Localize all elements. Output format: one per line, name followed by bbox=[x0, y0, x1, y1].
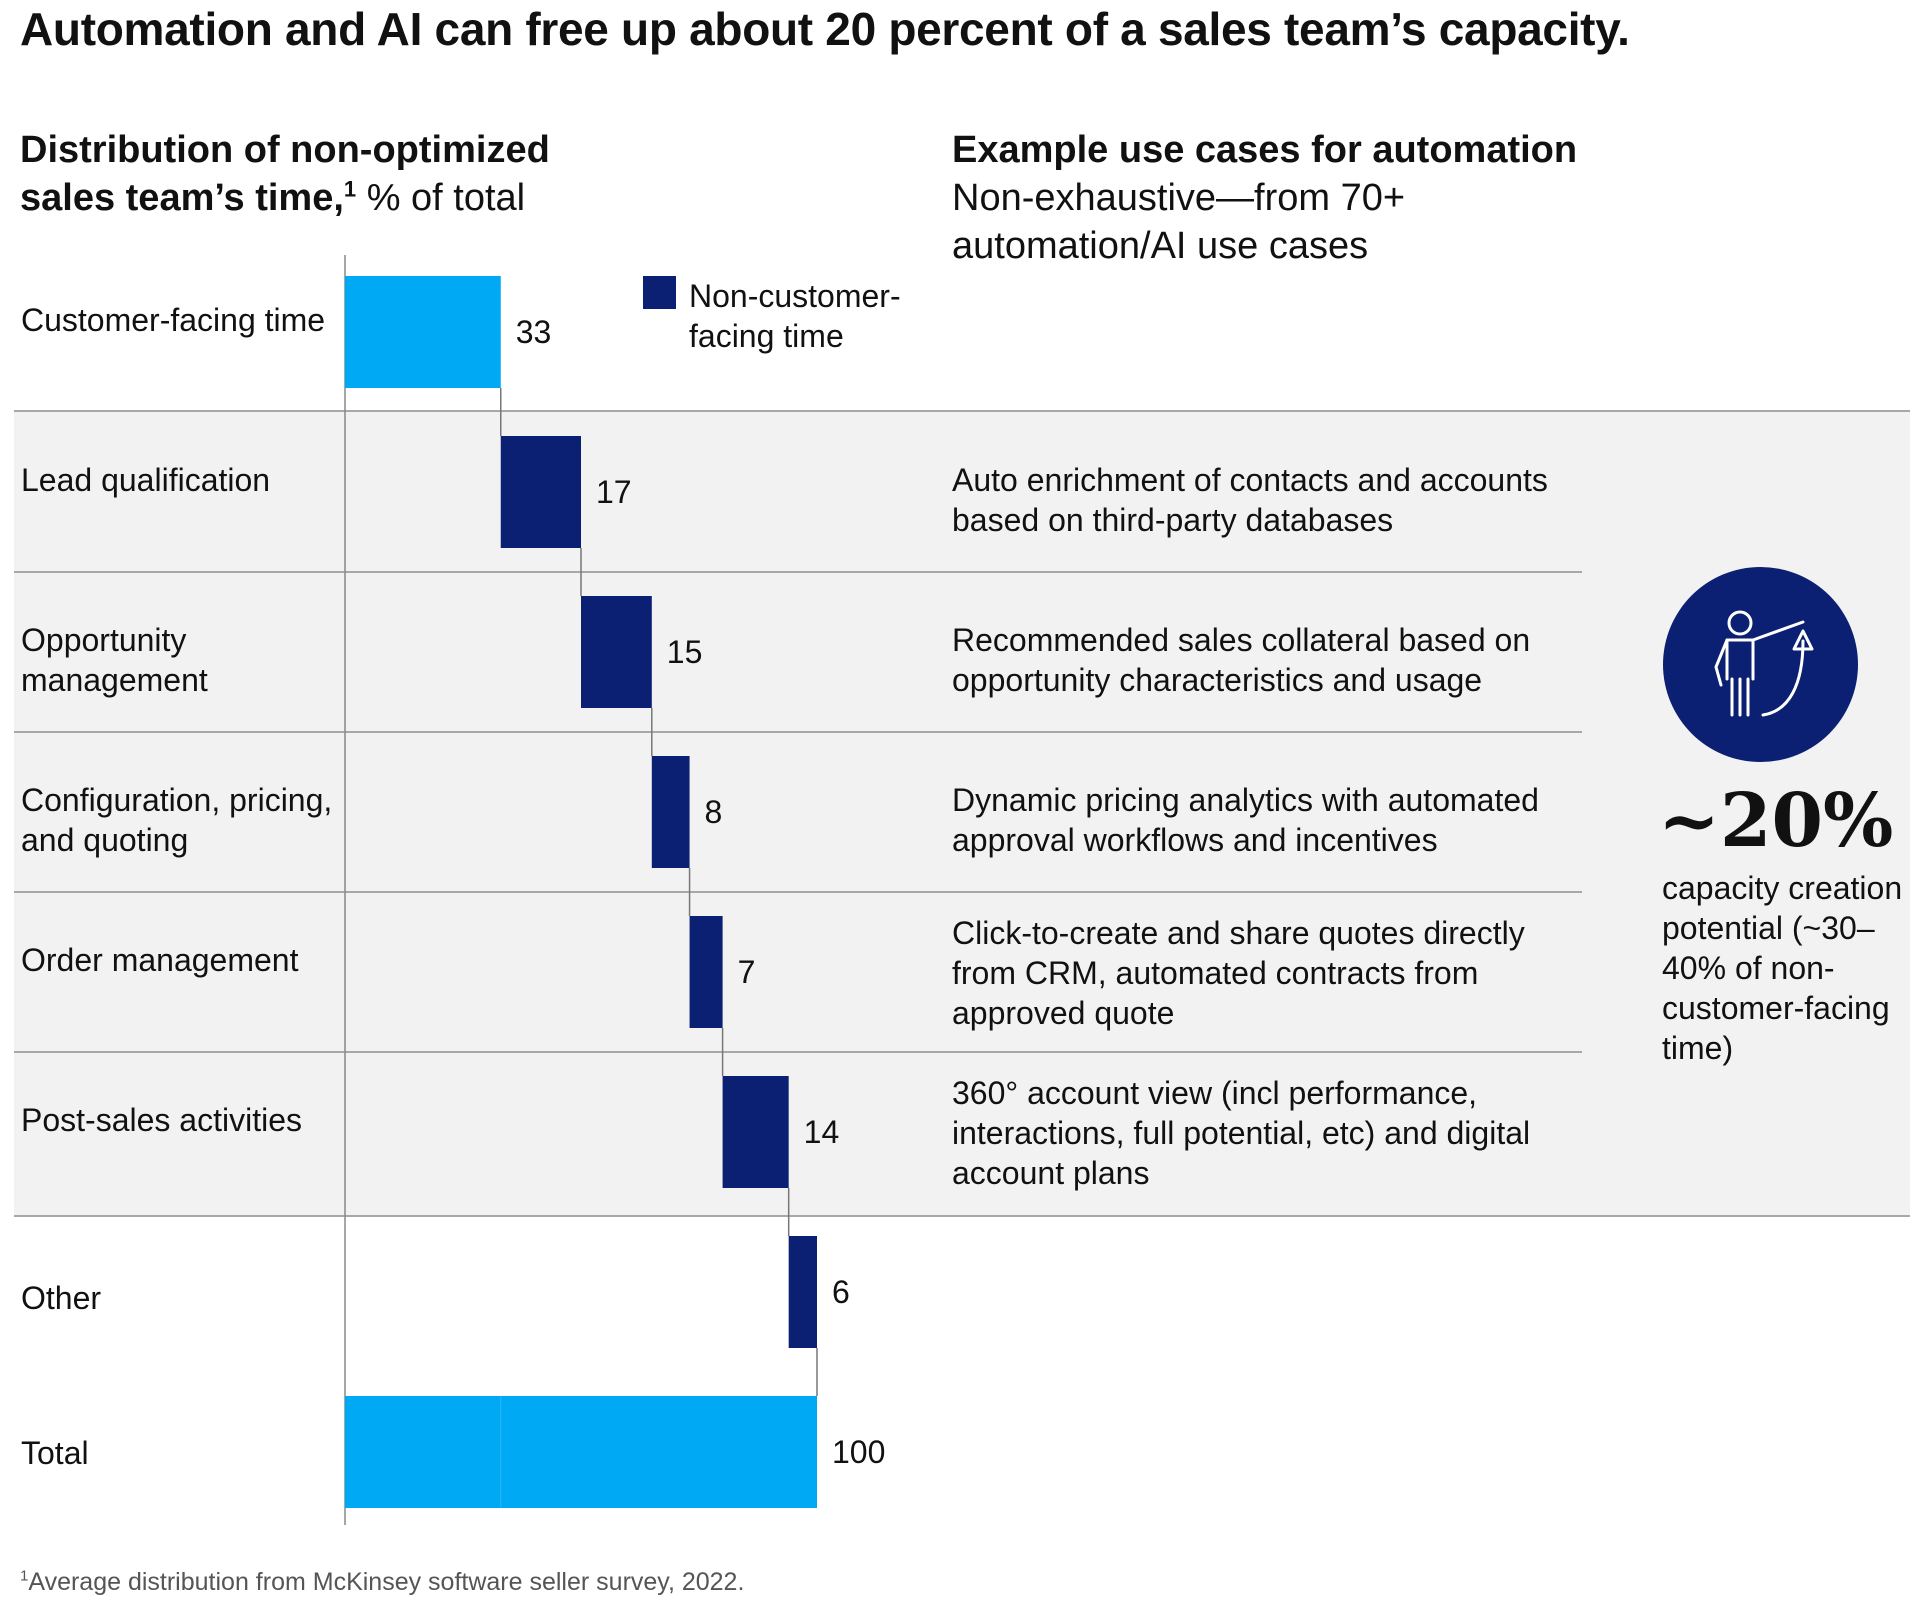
row-divider bbox=[14, 1051, 1582, 1053]
chart-title: Automation and AI can free up about 20 p… bbox=[20, 3, 1630, 55]
legend-swatch bbox=[643, 276, 676, 309]
use-case-text: Auto enrichment of contacts and accounts… bbox=[952, 462, 1548, 538]
use-case-text: Click-to-create and share quotes directl… bbox=[952, 915, 1525, 1031]
use-case-text: Recommended sales collateral based on op… bbox=[952, 622, 1531, 698]
row-label: Configuration, pricing, and quoting bbox=[21, 782, 333, 858]
row-divider bbox=[14, 891, 1582, 893]
bar-7 bbox=[788, 1236, 817, 1348]
left-header-unit: % of total bbox=[356, 177, 526, 219]
right-section-header: Example use cases for automation Non-exh… bbox=[952, 126, 1652, 270]
use-case-text: Dynamic pricing analytics with automated… bbox=[952, 782, 1539, 858]
stat-badge bbox=[1663, 567, 1858, 762]
bar-6 bbox=[722, 1076, 789, 1188]
footnote-mark: 1 bbox=[20, 1567, 29, 1585]
stat-value: ~20% bbox=[1658, 778, 1894, 864]
bar-2 bbox=[500, 436, 581, 548]
footnote: 1Average distribution from McKinsey soft… bbox=[20, 1568, 744, 1597]
value-label: 100 bbox=[832, 1434, 885, 1470]
stat-description: capacity creation potential (~30–40% of … bbox=[1662, 870, 1903, 1066]
bar-5 bbox=[689, 916, 723, 1028]
left-header-line1: Distribution of non-optimized bbox=[20, 129, 550, 171]
value-label: 6 bbox=[832, 1274, 850, 1310]
right-header-subtitle: Non-exhaustive—from 70+ automation/AI us… bbox=[952, 177, 1406, 267]
value-label: 7 bbox=[738, 954, 756, 990]
footnote-ref: 1 bbox=[343, 176, 357, 202]
legend-label: Non-customer-facing time bbox=[689, 278, 901, 354]
footnote-text: Average distribution from McKinsey softw… bbox=[28, 1568, 745, 1596]
row-label: Opportunity management bbox=[21, 622, 208, 698]
row-label: Post-sales activities bbox=[21, 1102, 302, 1138]
value-label: 33 bbox=[516, 314, 552, 350]
row-label: Lead qualification bbox=[21, 462, 271, 498]
row-label: Other bbox=[21, 1280, 102, 1316]
bar-8 bbox=[345, 1396, 817, 1508]
row-divider bbox=[14, 1215, 1910, 1217]
row-divider bbox=[14, 731, 1582, 733]
bar-4 bbox=[651, 756, 690, 868]
right-header-title: Example use cases for automation bbox=[952, 129, 1578, 171]
bar-1 bbox=[345, 276, 501, 388]
value-label: 15 bbox=[667, 634, 703, 670]
use-case-band bbox=[14, 410, 1910, 1215]
row-divider bbox=[14, 410, 1910, 412]
value-label: 14 bbox=[804, 1114, 840, 1150]
presenter-growth-icon bbox=[1714, 610, 1814, 717]
row-label: Order management bbox=[21, 942, 299, 978]
value-label: 8 bbox=[705, 794, 723, 830]
use-case-text: 360° account view (incl performance, int… bbox=[952, 1075, 1531, 1191]
left-section-header: Distribution of non-optimized sales team… bbox=[20, 126, 670, 222]
row-label: Total bbox=[21, 1435, 89, 1471]
row-divider bbox=[14, 571, 1582, 573]
left-header-line2: sales team’s time, bbox=[20, 177, 344, 219]
row-label: Customer-facing time bbox=[21, 302, 326, 338]
bar-3 bbox=[581, 596, 652, 708]
value-label: 17 bbox=[596, 474, 632, 510]
